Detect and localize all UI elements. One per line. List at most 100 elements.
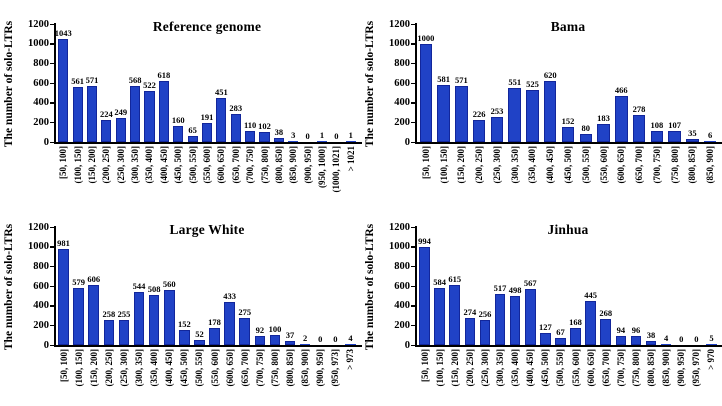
x-tick-label: (150, 200]	[449, 349, 460, 387]
y-tick-label: 1000	[28, 38, 49, 50]
x-tick-label: (600, 650]	[616, 146, 627, 184]
bar-value-label: 102	[258, 120, 271, 131]
x-axis	[54, 345, 362, 347]
bar-value-label: 255	[117, 308, 131, 319]
bar-value-label: 560	[162, 278, 176, 289]
x-tick-label: (200, 250]	[464, 349, 475, 387]
y-tick-label: 200	[33, 319, 49, 331]
bar-value-label: 498	[508, 285, 522, 296]
bar	[230, 114, 241, 142]
bar	[158, 81, 169, 142]
x-tick-label: (700, 750]	[245, 146, 256, 184]
bar	[706, 344, 717, 345]
x-tick-label: (150, 200]	[456, 146, 467, 184]
bar-value-label: 67	[556, 327, 565, 338]
y-tick-label: 400	[394, 300, 410, 312]
y-tick	[50, 324, 54, 327]
x-tick-label: (200, 250]	[103, 349, 114, 387]
x-tick-label: (250, 300]	[491, 146, 502, 184]
x-tick-label: (150, 200]	[88, 349, 99, 387]
chart-bama: Bama The number of solo-LTRs 0 200 400 600 8…	[361, 0, 722, 203]
x-tick-label: [50, 100]	[419, 349, 430, 382]
y-tick	[50, 305, 54, 307]
y-tick	[411, 102, 415, 104]
bar	[201, 123, 213, 142]
bar	[630, 335, 642, 345]
y-tick	[50, 102, 54, 104]
bar-value-label: 6	[707, 130, 713, 140]
x-tick-label: (1000, 1021]	[331, 146, 342, 193]
bar	[317, 141, 328, 142]
x-tick-label: (250, 300]	[115, 146, 126, 184]
x-tick-label: (350, 400]	[144, 146, 155, 184]
bar-value-label: 0	[318, 334, 323, 344]
bar-value-label: 606	[87, 274, 101, 285]
x-tick-label: (950, 970]	[691, 349, 702, 387]
bar-value-label: 1	[348, 130, 353, 140]
bar-value-label: 0	[334, 131, 339, 141]
bar	[579, 134, 592, 142]
bar-value-label: 80	[581, 123, 591, 134]
x-tick-label: (500, 550]	[187, 146, 198, 184]
y-tick	[411, 246, 415, 248]
x-tick-label: (750, 800]	[259, 146, 270, 184]
y-tick-label: 0	[43, 339, 49, 351]
y-tick-label: 800	[394, 57, 410, 69]
y-tick-label: 600	[33, 77, 49, 89]
bar	[434, 287, 445, 345]
bar-value-label: 226	[472, 108, 486, 119]
x-tick-label: (600, 650]	[216, 146, 227, 184]
bar-value-label: 544	[132, 280, 146, 291]
bar-value-label: 110	[243, 120, 257, 131]
y-tick	[50, 43, 54, 45]
x-tick-label: > 1021	[345, 146, 356, 172]
bar-value-label: 52	[195, 328, 204, 339]
x-tick-label: (450, 500]	[173, 146, 184, 184]
y-axis	[54, 226, 56, 347]
x-tick-label: (800, 850]	[646, 349, 657, 387]
x-tick-label: (300, 350]	[509, 146, 520, 184]
x-tick-label: (100, 150]	[73, 349, 84, 387]
bar-value-label: 5	[709, 333, 714, 343]
bar-value-label: 35	[688, 127, 697, 138]
y-tick	[411, 265, 415, 268]
x-tick-label: (300, 350]	[495, 349, 506, 387]
bar	[148, 295, 160, 345]
bar-value-label: 160	[171, 115, 185, 126]
y-tick-label: 1200	[28, 221, 49, 233]
bar	[216, 97, 227, 142]
bar-value-label: 275	[238, 306, 252, 317]
y-tick-label: 0	[43, 136, 49, 148]
x-tick-label: (100, 150]	[434, 349, 445, 387]
bar	[660, 344, 672, 345]
x-tick-label: (900, 950]	[676, 349, 687, 387]
bar	[179, 330, 190, 345]
bar-value-label: 0	[305, 131, 310, 141]
y-tick-label: 600	[394, 77, 410, 89]
bar	[345, 344, 356, 345]
x-tick-label: (400, 450]	[525, 349, 536, 387]
bar	[615, 96, 628, 142]
bar	[73, 288, 84, 345]
bar-value-label: 508	[147, 284, 161, 295]
y-axis	[415, 23, 417, 144]
bar-value-label: 108	[650, 120, 664, 131]
bar	[464, 318, 476, 345]
bar-value-label: 191	[200, 112, 214, 123]
y-axis-label: The number of solo-LTRs	[364, 223, 376, 351]
bar-value-label: 517	[493, 283, 507, 294]
x-tick-label: (400, 450]	[164, 349, 175, 387]
x-tick-label: (200, 250]	[101, 146, 112, 184]
bar	[437, 84, 450, 142]
bar	[224, 302, 235, 345]
bar	[58, 248, 69, 345]
bar-value-label: 38	[274, 127, 284, 138]
bar	[72, 86, 83, 142]
x-tick-label: (850, 900]	[661, 349, 672, 387]
x-tick-label: (450, 500]	[540, 349, 551, 387]
bar-value-label: 1000	[417, 32, 435, 43]
bar	[118, 319, 130, 345]
bar-value-label: 224	[99, 108, 113, 119]
x-tick-label: (650, 700]	[230, 146, 241, 184]
bar-value-label: 1	[319, 130, 325, 140]
